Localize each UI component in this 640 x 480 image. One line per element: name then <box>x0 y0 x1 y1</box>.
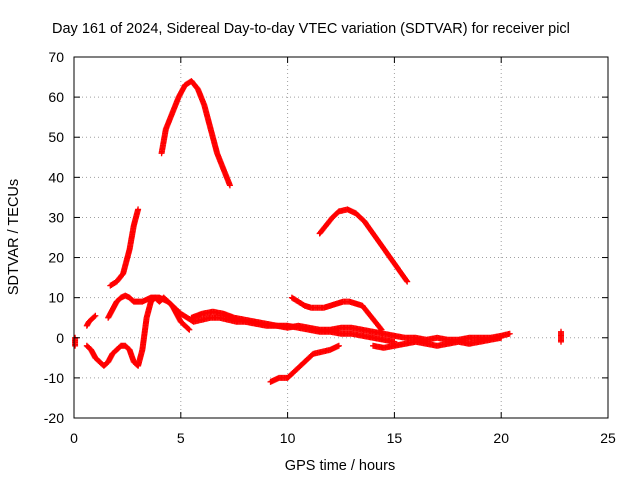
data-point <box>185 325 192 332</box>
data-point <box>226 182 233 189</box>
x-tick-label: 10 <box>280 430 296 446</box>
chart-title: Day 161 of 2024, Sidereal Day-to-day VTE… <box>52 21 570 37</box>
x-tick-label: 0 <box>70 430 78 446</box>
y-axis-label: SDTVAR / TECUs <box>6 179 22 295</box>
y-tick-label: 60 <box>48 89 64 105</box>
y-tick-label: -10 <box>44 370 64 386</box>
x-axis-label: GPS time / hours <box>285 458 395 474</box>
x-tick-label: 5 <box>177 430 185 446</box>
x-tick-label: 25 <box>600 430 616 446</box>
series-arc-band-secondary <box>188 308 398 345</box>
series-arc-early-small <box>83 312 99 329</box>
y-tick-label: -20 <box>44 410 64 426</box>
series-arc-low-recovery <box>267 342 342 385</box>
series-arc-late-dip <box>370 334 505 351</box>
x-tick-label: 20 <box>493 430 509 446</box>
data-point <box>92 312 99 319</box>
data-point <box>186 326 193 333</box>
plot-frame <box>73 56 609 419</box>
series-arc-mid-bump <box>288 294 385 333</box>
data-point <box>558 338 565 345</box>
y-tick-label: 20 <box>48 250 64 266</box>
axis-ticks: 0 5 10 15 20 25 -20 -10 0 10 20 30 40 50 60 70 <box>44 49 616 446</box>
data-point <box>377 325 384 332</box>
y-tick-label: 30 <box>48 209 64 225</box>
x-tick-label: 15 <box>387 430 403 446</box>
series-arc-morning-peak <box>158 78 233 189</box>
data-point <box>498 334 505 341</box>
data-point <box>91 313 98 320</box>
y-tick-label: 10 <box>48 290 64 306</box>
data-point <box>135 206 142 213</box>
data-point <box>378 326 385 333</box>
data-series <box>72 78 565 385</box>
data-point <box>403 277 410 284</box>
data-point <box>335 342 342 349</box>
series-arc-afternoon-hump <box>316 206 411 285</box>
y-tick-label: 50 <box>48 129 64 145</box>
data-point <box>506 330 513 337</box>
y-tick-label: 70 <box>48 49 64 65</box>
y-tick-label: 40 <box>48 169 64 185</box>
data-point <box>404 278 411 285</box>
series-arc-early-rise <box>107 206 142 289</box>
y-tick-label: 0 <box>56 330 64 346</box>
